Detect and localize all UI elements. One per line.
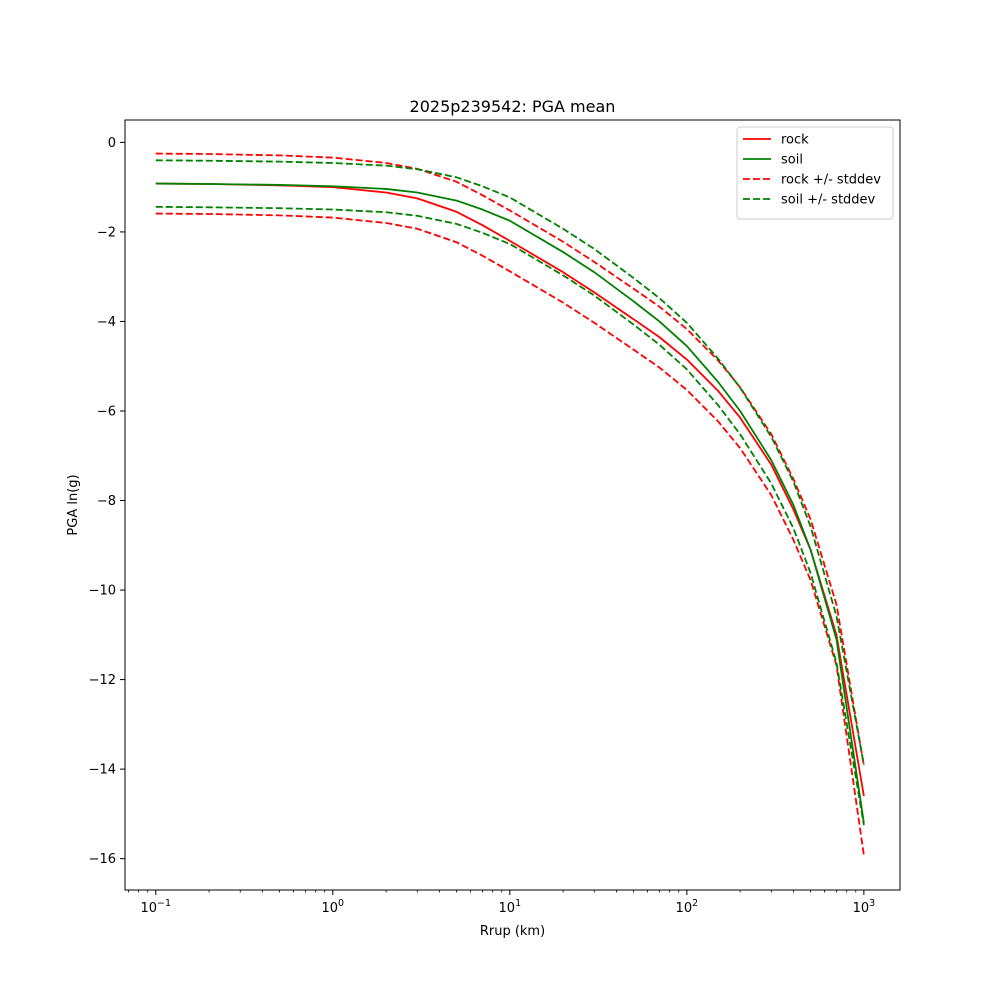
y-axis-label: PGA ln(g) [66,474,81,535]
x-tick-label-exponent: 2 [692,898,698,909]
y-tick-label: −16 [89,852,116,867]
x-tick-label-base: 10 [322,901,339,916]
series-line-0 [155,182,865,797]
y-tick-label: −2 [97,225,116,240]
x-tick-label-base: 10 [141,901,158,916]
series-line-1 [155,182,865,823]
series-line-3 [155,212,865,856]
series-line-2 [155,152,865,766]
chart-title: 2025p239542: PGA mean [410,97,616,116]
x-tick-label: 10−1 [141,898,172,916]
x-tick-label: 100 [322,898,345,916]
series-layer [155,152,865,856]
y-tick-label: −12 [89,673,116,688]
legend-label: soil +/- stddev [781,193,876,208]
y-tick-label: −14 [89,763,116,778]
x-tick-label-exponent: −1 [157,898,171,909]
y-tick-label: −4 [97,315,116,330]
y-tick-label: 0 [108,136,116,151]
legend: rock soil rock +/- stddev soil +/- stddev [736,126,894,220]
series-line-5 [155,205,865,826]
y-tick-label: −10 [89,584,116,599]
y-tick-label: −8 [97,494,116,509]
plot-area [125,120,900,890]
legend-box [736,126,894,220]
x-tick-label: 102 [676,898,699,916]
legend-label: soil [781,153,803,168]
x-tick-label-base: 10 [676,901,693,916]
x-tick-label-exponent: 0 [338,898,344,909]
x-tick-label-base: 10 [499,901,516,916]
series-line-4 [155,159,865,765]
legend-label: rock +/- stddev [781,173,881,188]
x-tick-label-base: 10 [853,901,870,916]
x-tick-label: 101 [499,898,522,916]
axes-frame [124,119,901,891]
legend-label: rock [781,133,809,148]
x-tick-label-exponent: 1 [515,898,521,909]
x-tick-label-exponent: 3 [869,898,875,909]
y-tick-label: −6 [97,404,116,419]
x-axis-label: Rrup (km) [480,924,545,939]
x-tick-label: 103 [853,898,876,916]
